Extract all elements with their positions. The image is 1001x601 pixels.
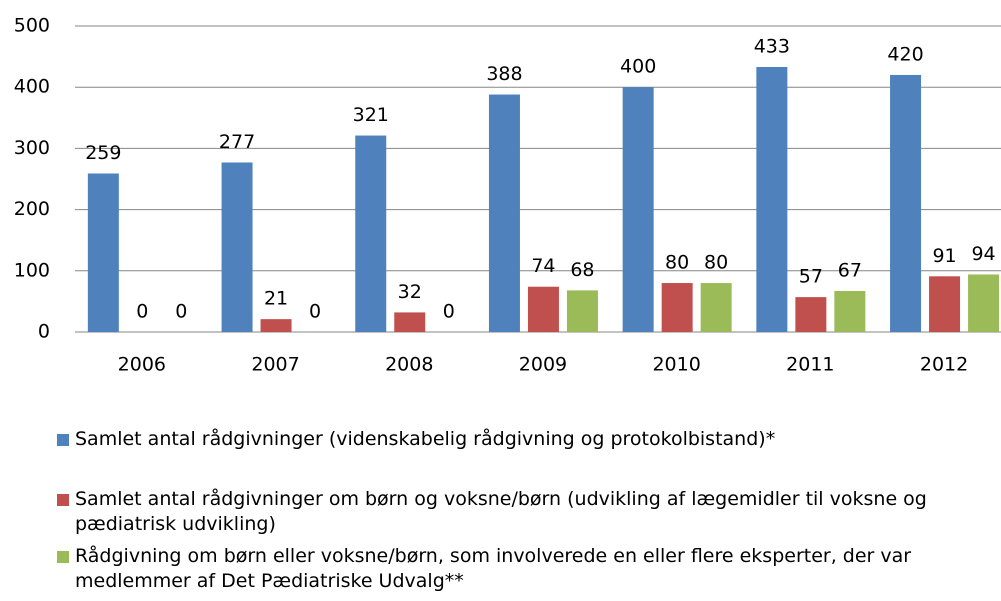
data-label: 91 — [932, 245, 956, 267]
legend-swatch — [57, 494, 69, 506]
data-label: 67 — [838, 259, 862, 281]
bar — [221, 162, 253, 332]
data-label: 94 — [971, 243, 995, 265]
data-label: 277 — [219, 131, 255, 153]
legend-label: Rådgivning om børn eller voksne/børn, so… — [75, 545, 912, 592]
data-label: 74 — [531, 255, 555, 277]
legend-label: Samlet antal rådgivninger (videnskabelig… — [75, 428, 776, 450]
y-tick-label: 300 — [14, 137, 50, 159]
bar — [700, 283, 732, 332]
bar — [527, 286, 559, 332]
data-label: 57 — [799, 266, 823, 288]
bar — [622, 87, 654, 332]
x-tick-label: 2012 — [920, 354, 968, 376]
x-tick-label: 2006 — [118, 354, 166, 376]
y-tick-label: 100 — [14, 259, 50, 281]
y-tick-label: 200 — [14, 198, 50, 220]
y-tick-label: 500 — [14, 15, 50, 37]
data-label: 388 — [486, 63, 522, 85]
bar — [87, 173, 119, 332]
data-label: 420 — [887, 43, 923, 65]
bar — [566, 290, 598, 332]
data-label: 21 — [264, 288, 288, 310]
x-tick-label: 2010 — [652, 354, 700, 376]
bar — [756, 67, 788, 332]
legend-entry: Rådgivning om børn eller voksne/børn, so… — [57, 544, 997, 594]
x-tick-label: 2007 — [251, 354, 299, 376]
y-tick-label: 0 — [38, 321, 50, 343]
legend-label: Samlet antal rådgivninger om børn og vok… — [75, 488, 927, 535]
bar — [260, 319, 292, 332]
data-label: 80 — [704, 252, 728, 274]
legend-entry: Samlet antal rådgivninger om børn og vok… — [57, 487, 997, 537]
bar — [394, 312, 426, 332]
x-tick-label: 2011 — [786, 354, 834, 376]
data-label: 259 — [85, 142, 121, 164]
data-label: 80 — [665, 252, 689, 274]
bar — [968, 274, 1000, 332]
bar — [795, 297, 827, 332]
data-label: 321 — [353, 104, 389, 126]
data-label: 400 — [620, 56, 656, 78]
x-tick-label: 2008 — [385, 354, 433, 376]
legend-swatch — [57, 434, 69, 446]
legend-entry: Samlet antal rådgivninger (videnskabelig… — [57, 427, 997, 452]
data-label: 0 — [443, 301, 455, 323]
bar — [929, 276, 961, 332]
legend-swatch — [57, 551, 69, 563]
bar — [355, 135, 387, 332]
data-label: 433 — [754, 36, 790, 58]
data-label: 0 — [309, 301, 321, 323]
chart: 0 100 200 300 400 500 2006 259 0 0 2007 277 21 0 2008 3… — [14, 15, 1001, 376]
y-tick-label: 400 — [14, 76, 50, 98]
data-label: 32 — [398, 281, 422, 303]
bar — [488, 94, 520, 332]
data-label: 0 — [175, 301, 187, 323]
data-label: 68 — [570, 259, 594, 281]
bar — [661, 283, 693, 332]
x-tick-label: 2009 — [519, 354, 567, 376]
bar — [834, 290, 866, 332]
data-label: 0 — [136, 301, 148, 323]
bar — [890, 74, 922, 333]
